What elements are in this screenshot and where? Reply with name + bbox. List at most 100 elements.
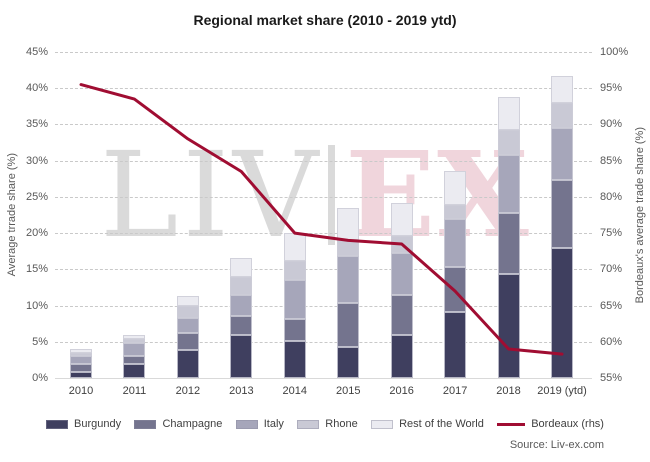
right-tick-65: 65% [600, 299, 623, 312]
bar-segment-burgundy-2019-ytd- [551, 248, 573, 378]
left-tick-20: 20% [25, 227, 48, 240]
bar-2013 [230, 258, 253, 378]
bar-segment-rhone-2010 [70, 352, 92, 357]
bar-2016 [390, 203, 413, 378]
bar-segment-italy-2015 [337, 256, 360, 304]
gridline-5pct [55, 341, 592, 343]
plot-area [55, 52, 592, 379]
bar-2011 [123, 334, 146, 378]
bar-segment-rhone-2014 [283, 261, 306, 281]
right-tick-80: 80% [600, 190, 623, 203]
bar-segment-burgundy-2014 [283, 341, 306, 378]
bar-segment-champagne-2012 [176, 333, 199, 350]
bar-segment-rest-of-the-world-2011 [123, 334, 146, 339]
bar-segment-rest-of-the-world-2010 [70, 349, 92, 353]
bar-segment-champagne-2013 [230, 316, 253, 335]
bar-segment-italy-2010 [70, 356, 92, 365]
bordeaux-line-layer [79, 83, 564, 356]
bar-segment-burgundy-2017 [444, 312, 467, 378]
watermark-divider-bar [328, 145, 336, 245]
legend-swatch-italy [235, 419, 258, 429]
bar-segment-italy-2018 [497, 154, 520, 213]
bar-segment-rhone-2012 [176, 306, 199, 318]
legend-item-champagne: Champagne [134, 418, 222, 430]
bar-segment-rhone-2013 [230, 277, 253, 295]
bar-segment-rest-of-the-world-2018 [497, 96, 520, 130]
legend-label: Rest of the World [399, 418, 484, 430]
legend-label: Bordeaux (rhs) [531, 418, 604, 430]
legend-item-rhone: Rhone [297, 418, 358, 430]
bar-segment-champagne-2018 [497, 212, 520, 274]
x-tick-2017: 2017 [442, 385, 468, 397]
bar-segment-rest-of-the-world-2019-ytd- [551, 75, 573, 104]
x-tick-2015: 2015 [335, 385, 361, 397]
bar-segment-italy-2011 [123, 343, 146, 356]
legend-label: Italy [263, 418, 284, 430]
legend-label: Burgundy [74, 418, 122, 430]
left-tick-40: 40% [25, 82, 48, 95]
source-note: Source: Liv-ex.com [509, 439, 604, 451]
left-tick-5: 5% [32, 335, 48, 348]
bar-segment-champagne-2011 [123, 355, 146, 365]
bar-segment-rhone-2018 [497, 129, 520, 155]
legend-swatch-rest-of-the-world [371, 419, 394, 429]
bar-segment-italy-2014 [283, 280, 306, 319]
bar-segment-burgundy-2016 [390, 335, 413, 378]
legend-swatch-rhone [297, 419, 320, 429]
legend-label: Rhone [325, 418, 358, 430]
legend-swatch-champagne [134, 419, 157, 429]
bar-segment-italy-2019-ytd- [551, 128, 573, 181]
bar-segment-rest-of-the-world-2016 [390, 203, 413, 237]
right-tick-75: 75% [600, 227, 623, 240]
legend-item-burgundy: Burgundy [46, 418, 121, 430]
left-tick-10: 10% [25, 299, 48, 312]
right-tick-90: 90% [600, 118, 623, 131]
legend-item-rest-of-the-world: Rest of the World [371, 418, 484, 430]
legend-swatch-burgundy [46, 419, 68, 429]
legend-item-bordeaux-rhs-: Bordeaux (rhs) [497, 418, 604, 430]
bar-segment-rest-of-the-world-2017 [444, 170, 467, 205]
right-tick-60: 60% [600, 335, 623, 348]
bar-segment-burgundy-2013 [230, 334, 253, 378]
right-tick-70: 70% [600, 263, 623, 276]
bar-segment-burgundy-2012 [176, 349, 199, 378]
bar-2010 [70, 349, 92, 378]
bar-segment-champagne-2014 [283, 318, 306, 342]
gridline-10pct [55, 305, 592, 307]
right-tick-55: 55% [600, 372, 623, 384]
bar-segment-rest-of-the-world-2013 [230, 258, 253, 278]
bordeaux-line [79, 83, 564, 356]
gridline-20pct [55, 233, 592, 235]
bar-segment-italy-2016 [390, 253, 413, 296]
watermark-liv-text: LIV [100, 126, 323, 264]
gridline-35pct [55, 124, 592, 126]
right-tick-85: 85% [600, 154, 623, 167]
bar-segment-italy-2017 [444, 219, 467, 268]
bar-2014 [283, 233, 306, 378]
bar-2019-ytd- [551, 75, 573, 378]
right-tick-100: 100% [600, 46, 629, 58]
right-tick-95: 95% [600, 82, 623, 95]
left-tick-30: 30% [25, 154, 48, 167]
bar-segment-rhone-2017 [444, 204, 467, 220]
bar-segment-rhone-2011 [123, 338, 146, 344]
legend-item-italy: Italy [235, 418, 284, 430]
left-tick-45: 45% [25, 46, 48, 58]
bar-segment-burgundy-2015 [337, 346, 360, 378]
bar-segment-champagne-2015 [337, 303, 360, 347]
legend-label: Champagne [162, 418, 223, 430]
gridline-15pct [55, 269, 592, 271]
bar-segment-burgundy-2011 [123, 364, 146, 378]
left-tick-35: 35% [25, 118, 48, 131]
left-tick-15: 15% [25, 263, 48, 276]
left-tick-25: 25% [25, 190, 48, 203]
bar-2012 [176, 296, 199, 378]
left-tick-0: 0% [32, 372, 48, 384]
right-axis-title: Bordeaux's average trade share (%) [634, 126, 646, 304]
chart-title: Regional market share (2010 - 2019 ytd) [193, 12, 457, 28]
bar-segment-italy-2013 [230, 294, 253, 317]
gridline-45pct [55, 52, 592, 53]
bar-segment-champagne-2010 [70, 364, 92, 373]
x-tick-2014: 2014 [282, 385, 308, 397]
bar-segment-champagne-2019-ytd- [551, 180, 573, 249]
